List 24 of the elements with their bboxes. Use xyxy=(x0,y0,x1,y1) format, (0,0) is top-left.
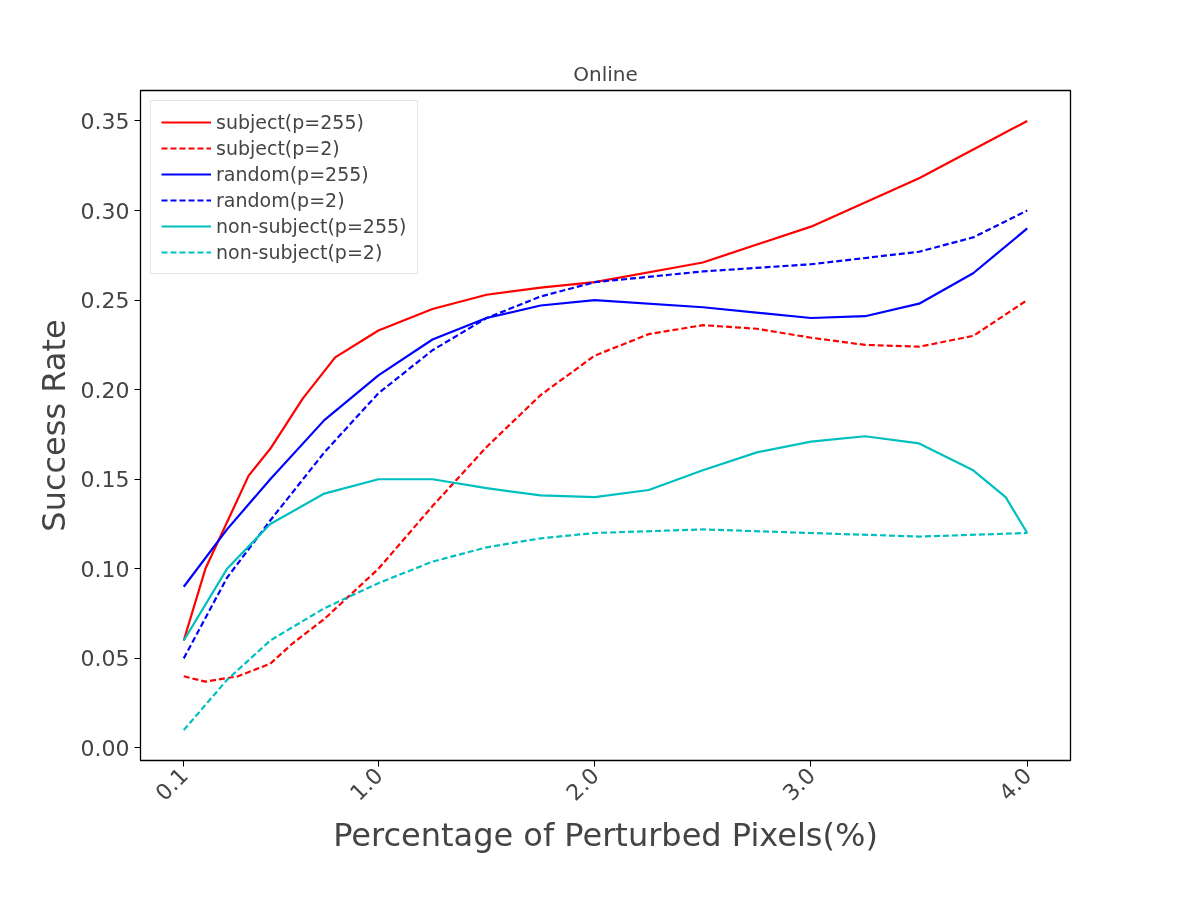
y-tick-label: 0.15 xyxy=(80,467,130,493)
y-tick-label: 0.30 xyxy=(80,198,130,224)
chart-title: Online xyxy=(573,61,638,86)
legend-label: random(p=2) xyxy=(216,189,345,211)
line-series xyxy=(182,299,1029,683)
y-axis-title: Success Rate xyxy=(34,319,73,532)
legend-label: subject(p=2) xyxy=(216,137,340,159)
legend-label: non-subject(p=2) xyxy=(216,241,383,263)
y-tick-label: 0.05 xyxy=(80,646,130,672)
x-tick-label: 1.0 xyxy=(345,763,388,806)
legend-label: subject(p=255) xyxy=(216,111,364,133)
x-tick-label: 3.0 xyxy=(777,763,821,806)
y-tick-label: 0.10 xyxy=(80,556,130,582)
x-axis-title: Percentage of Perturbed Pixels(%) xyxy=(333,815,878,854)
x-tick-label: 4.0 xyxy=(994,763,1037,806)
y-tick-label: 0.35 xyxy=(80,108,130,134)
legend-label: non-subject(p=255) xyxy=(216,215,407,237)
y-tick-label: 0.00 xyxy=(80,735,130,761)
y-tick-label: 0.25 xyxy=(80,288,130,314)
x-tick-label: 2.0 xyxy=(561,763,604,806)
line-series xyxy=(182,209,1029,660)
legend-label: random(p=255) xyxy=(216,163,369,185)
x-tick-label: 0.1 xyxy=(150,763,193,806)
y-tick-label: 0.20 xyxy=(80,377,130,403)
